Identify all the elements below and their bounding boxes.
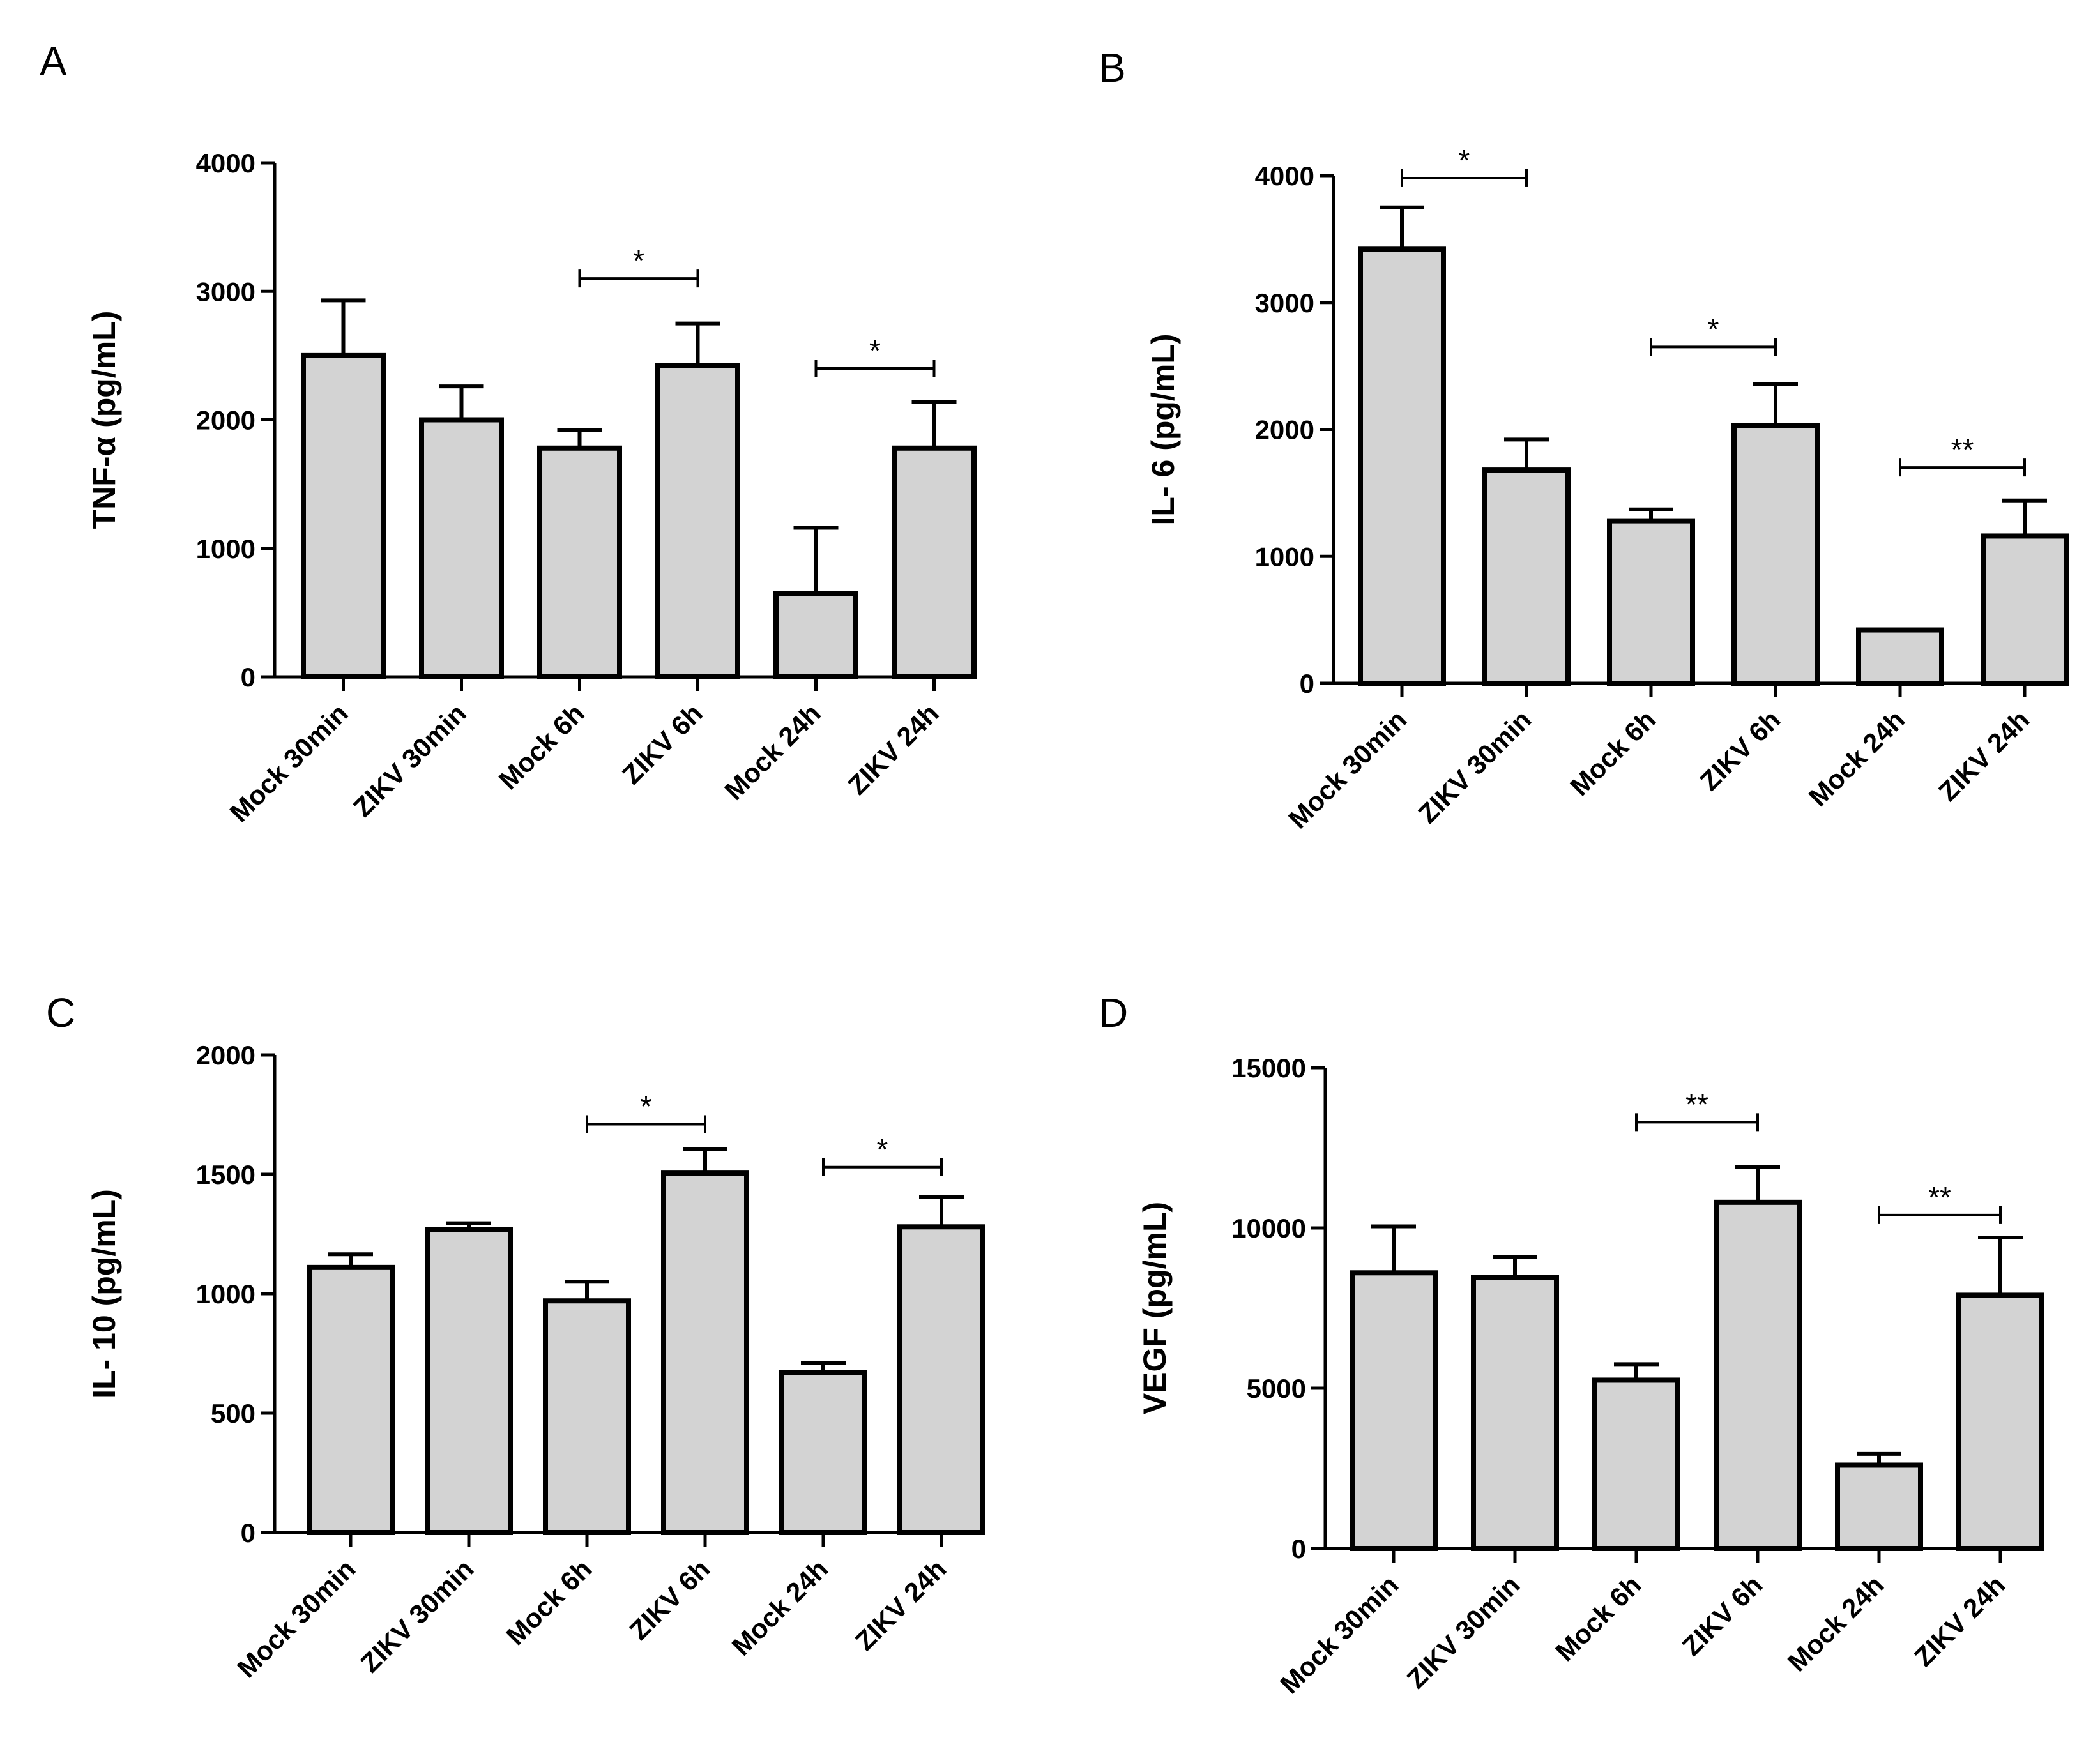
significance-label: * xyxy=(877,1133,888,1166)
bar xyxy=(537,445,622,680)
y-tick-label: 3000 xyxy=(196,276,255,307)
x-tick-label: ZIKV 6h xyxy=(616,698,708,790)
panel-label-c: C xyxy=(46,990,75,1036)
y-tick-label: 0 xyxy=(1300,669,1314,699)
bar xyxy=(897,1224,985,1536)
y-tick-label: 5000 xyxy=(1247,1374,1306,1404)
bar xyxy=(307,1264,395,1535)
significance-label: ** xyxy=(1685,1087,1708,1121)
chart-panel-c: 0 500 1000 1500 2000 IL- 10 (pg/mL) Mock 30min… xyxy=(86,1040,985,1683)
x-tick-label: Mock 6h xyxy=(1549,1570,1647,1667)
y-tick-label: 3000 xyxy=(1255,288,1314,318)
bar xyxy=(301,352,386,679)
panel-label-d: D xyxy=(1099,990,1128,1036)
bar xyxy=(1731,423,1820,686)
bar xyxy=(1981,533,2069,686)
x-tick-label: Mock 24h xyxy=(719,698,826,806)
x-tick-label: ZIKV 30min xyxy=(347,698,472,822)
y-tick-label: 0 xyxy=(1291,1534,1306,1564)
y-tick-label: 10000 xyxy=(1231,1213,1306,1243)
significance-label: * xyxy=(869,334,881,367)
bar xyxy=(425,1227,513,1536)
bar xyxy=(661,1170,749,1535)
significance-label: ** xyxy=(1928,1181,1951,1214)
y-tick-label: 4000 xyxy=(1255,161,1314,191)
bar xyxy=(1592,1377,1680,1551)
x-tick-label: ZIKV 30min xyxy=(1401,1570,1525,1694)
significance-label: * xyxy=(1459,144,1470,177)
x-tick-label: Mock 6h xyxy=(1564,704,1661,801)
y-tick-label: 1000 xyxy=(1255,541,1314,572)
y-tick-label: 2000 xyxy=(196,1040,255,1070)
x-tick-label: Mock 24h xyxy=(726,1554,834,1662)
bar xyxy=(1482,467,1571,686)
bar xyxy=(1350,1270,1438,1552)
y-tick-label: 0 xyxy=(241,1518,255,1548)
y-axis-label: TNF-α (pg/mL) xyxy=(86,311,122,529)
x-tick-label: Mock 30min xyxy=(224,698,354,828)
significance-label: * xyxy=(633,244,644,277)
x-tick-label: Mock 6h xyxy=(493,698,590,795)
bar xyxy=(1835,1462,1923,1551)
x-tick-label: ZIKV 30min xyxy=(1412,704,1537,829)
chart-panel-b: 0 1000 2000 3000 4000 IL- 6 (pg/mL) Mock 30min… xyxy=(1145,144,2069,834)
x-tick-label: ZIKV 24h xyxy=(1933,704,2035,806)
bar xyxy=(892,445,977,680)
y-tick-label: 1000 xyxy=(196,534,255,564)
x-tick-label: ZIKV 30min xyxy=(354,1554,479,1678)
significance-label: * xyxy=(1708,312,1719,345)
x-tick-label: ZIKV 6h xyxy=(1694,704,1786,796)
panel-label-a: A xyxy=(40,38,67,84)
bar xyxy=(779,1370,867,1535)
x-tick-label: Mock 24h xyxy=(1803,704,1911,812)
y-tick-label: 15000 xyxy=(1231,1053,1306,1083)
bar xyxy=(1856,627,1944,686)
bar xyxy=(1607,518,1695,686)
chart-panel-a: 0 1000 2000 3000 4000 TNF-α (pg/mL) Mock 30min… xyxy=(86,148,977,828)
y-tick-label: 1500 xyxy=(196,1160,255,1190)
bar xyxy=(543,1298,631,1535)
y-axis-label: IL- 6 (pg/mL) xyxy=(1145,334,1181,526)
x-tick-label: Mock 30min xyxy=(1274,1570,1404,1699)
x-tick-label: ZIKV 6h xyxy=(624,1554,716,1646)
x-tick-label: ZIKV 24h xyxy=(1908,1570,2011,1672)
y-tick-label: 2000 xyxy=(1255,415,1314,445)
x-tick-label: ZIKV 6h xyxy=(1677,1570,1769,1662)
bar xyxy=(655,363,740,679)
y-tick-label: 1000 xyxy=(196,1279,255,1309)
x-tick-label: ZIKV 24h xyxy=(849,1554,952,1656)
panel-label-b: B xyxy=(1099,45,1126,91)
y-tick-label: 4000 xyxy=(196,148,255,178)
y-axis-label: IL- 10 (pg/mL) xyxy=(86,1189,122,1398)
x-tick-label: Mock 6h xyxy=(500,1554,597,1651)
significance-label: ** xyxy=(1951,433,1974,466)
x-tick-label: Mock 30min xyxy=(1282,704,1412,834)
bar xyxy=(419,417,504,679)
bar xyxy=(1956,1292,2044,1552)
y-axis-label: VEGF (pg/mL) xyxy=(1137,1202,1173,1414)
x-tick-label: Mock 24h xyxy=(1782,1570,1890,1677)
bar xyxy=(1471,1275,1559,1552)
significance-label: * xyxy=(641,1089,652,1123)
bar xyxy=(773,591,858,679)
x-tick-label: ZIKV 24h xyxy=(842,698,945,800)
y-tick-label: 2000 xyxy=(196,405,255,435)
bar xyxy=(1358,246,1446,686)
bar xyxy=(1714,1199,1802,1551)
x-tick-label: Mock 30min xyxy=(231,1554,361,1683)
y-tick-label: 500 xyxy=(211,1398,255,1428)
y-tick-label: 0 xyxy=(241,662,255,692)
